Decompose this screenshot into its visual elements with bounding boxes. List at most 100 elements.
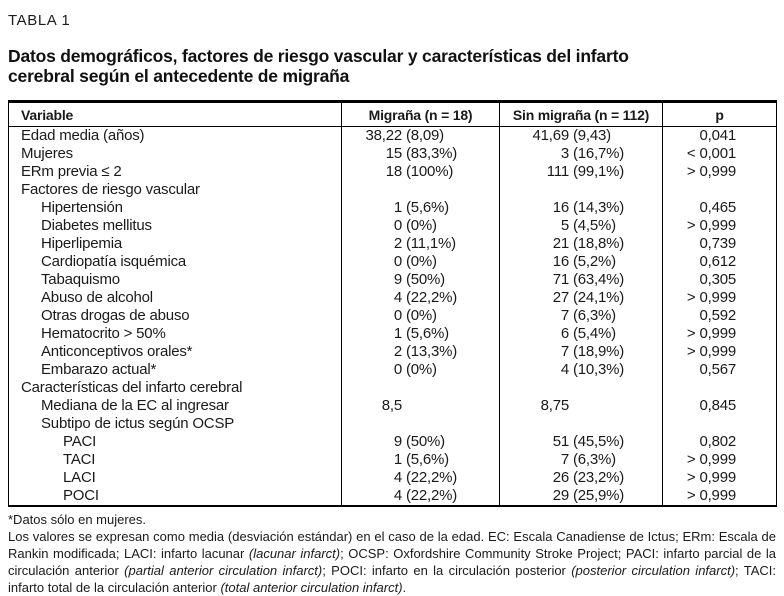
cell-migrana: 15 (83,3%) — [341, 145, 500, 163]
value-number: 9 — [393, 433, 402, 450]
value-wrap: 16 (14,3%) — [501, 199, 663, 217]
cell-migrana: 2 (11,1%) — [341, 235, 500, 253]
cell-migrana: 0 (0%) — [341, 361, 500, 379]
value-wrap: 4 (22,2%) — [343, 487, 500, 505]
value-percent: (24,1%) — [569, 289, 625, 306]
value-percent: (22,2%) — [402, 487, 458, 504]
cell-migrana: 0 (0%) — [341, 307, 500, 325]
cell-migrana: 0 (0%) — [341, 217, 500, 235]
value-wrap: 16 (5,2%) — [501, 253, 663, 271]
cell-sin-migrana: 27 (24,1%) — [499, 289, 663, 307]
value-percent: (23,2%) — [569, 469, 625, 486]
table-row: POCI 4 (22,2%) 29 (25,9%) > 0,999 — [9, 487, 777, 506]
value-number: 29 — [552, 487, 569, 504]
value-number: 0 — [393, 253, 402, 270]
value-percent: (45,5%) — [569, 433, 625, 450]
value-wrap: 1 (5,6%) — [343, 199, 500, 217]
row-label: LACI — [63, 469, 96, 486]
value-number: 1 — [393, 325, 402, 342]
table-row: Hematocrito > 50% 1 (5,6%) 6 (5,4%) > 0,999 — [9, 325, 777, 343]
cell-migrana — [341, 379, 500, 397]
value-percent: (18,8%) — [569, 235, 625, 252]
value-percent: (63,4%) — [569, 271, 625, 288]
row-label: Mediana de la EC al ingresar — [41, 397, 229, 414]
value-percent: (0%) — [402, 217, 437, 234]
value-percent: (8,09) — [402, 127, 444, 144]
cell-p-value — [662, 415, 777, 433]
table-row: Mediana de la EC al ingresar 8,5 8,75 0,845 — [9, 397, 777, 415]
value-wrap: 41,69 (9,43) — [501, 127, 663, 145]
footnote-text: Los valores se expresan como media (desv… — [8, 529, 776, 561]
cell-sin-migrana: 41,69 (9,43) — [499, 126, 663, 145]
value-wrap: 7 (6,3%) — [501, 307, 663, 325]
cell-p-value: > 0,999 — [662, 451, 777, 469]
value-number: 18 — [385, 163, 402, 180]
row-label: POCI — [63, 487, 99, 504]
footnote-text: ; TACI: infarto total de la circulación … — [8, 563, 777, 595]
value-wrap: 27 (24,1%) — [501, 289, 663, 307]
cell-p-value: 0,567 — [662, 361, 777, 379]
value-percent: (14,3%) — [569, 199, 625, 216]
col-header-sin-migrana: Sin migraña (n = 112) — [499, 101, 663, 127]
value-number: 51 — [552, 433, 569, 450]
value-number: 16 — [552, 253, 569, 270]
value-number: 5 — [560, 217, 569, 234]
cell-sin-migrana — [499, 415, 663, 433]
value-number: 111 — [546, 163, 569, 180]
header-row: Variable Migraña (n = 18) Sin migraña (n… — [8, 101, 777, 127]
value-number: 71 — [552, 271, 569, 288]
cell-sin-migrana: 7 (6,3%) — [499, 451, 663, 469]
cell-migrana: 0 (0%) — [341, 253, 500, 271]
value-number: 4 — [560, 361, 569, 378]
table-row: Cardiopatía isquémica 0 (0%) 16 (5,2%) 0,61… — [9, 253, 777, 271]
value-number: 7 — [560, 451, 569, 468]
table-body: Edad media (años) 38,22 (8,09) 41,69 (9,43… — [9, 126, 777, 506]
value-number: 15 — [385, 145, 402, 162]
footnote-latin-term: (partial anterior circulation infarct) — [124, 563, 323, 578]
cell-p-value: > 0,999 — [662, 217, 777, 235]
row-label: Tabaquismo — [41, 271, 120, 288]
cell-migrana: 18 (100%) — [341, 163, 500, 181]
cell-migrana: 8,5 — [341, 397, 500, 415]
value-wrap: 4 (22,2%) — [343, 469, 500, 487]
row-label: Mujeres — [21, 145, 73, 162]
cell-p-value — [662, 181, 777, 199]
col-header-p: p — [662, 101, 777, 127]
value-percent: (83,3%) — [402, 145, 458, 162]
value-number: 1 — [393, 199, 402, 216]
table-title-line1: Datos demográficos, factores de riesgo v… — [8, 46, 629, 66]
value-wrap: 4 (22,2%) — [343, 289, 500, 307]
value-wrap: 6 (5,4%) — [501, 325, 663, 343]
value-number: 41,69 — [532, 127, 569, 144]
cell-migrana: 4 (22,2%) — [341, 469, 500, 487]
value-wrap: 0 (0%) — [343, 253, 500, 271]
cell-p-value: 0,305 — [662, 271, 777, 289]
footnote-latin-term: (posterior circulation infarct) — [571, 563, 736, 578]
value-percent: (5,6%) — [402, 325, 449, 342]
cell-p-value: 0,802 — [662, 433, 777, 451]
value-percent: (13,3%) — [402, 343, 458, 360]
value-number: 8,75 — [540, 397, 570, 414]
row-label: Factores de riesgo vascular — [21, 181, 200, 198]
row-label: Otras drogas de abuso — [41, 307, 190, 324]
table-row: Factores de riesgo vascular — [9, 181, 777, 199]
footnote-text: ; OCSP: Oxfordshire Community Stroke Pro… — [8, 546, 777, 578]
value-number: 7 — [560, 307, 569, 324]
table-row: Abuso de alcohol 4 (22,2%) 27 (24,1%) > 0,9… — [9, 289, 777, 307]
value-number: 3 — [560, 145, 569, 162]
col-header-variable: Variable — [8, 101, 342, 127]
value-number: 8,5 — [381, 397, 402, 414]
value-wrap: 51 (45,5%) — [501, 433, 663, 451]
row-label: PACI — [63, 433, 97, 450]
value-number: 27 — [552, 289, 569, 306]
value-percent: (0%) — [402, 361, 437, 378]
value-number: 6 — [560, 325, 569, 342]
value-wrap: 4 (10,3%) — [501, 361, 663, 379]
value-number: 38,22 — [365, 127, 402, 144]
value-percent: (50%) — [402, 433, 445, 450]
cell-p-value: < 0,001 — [662, 145, 777, 163]
footnotes: *Datos sólo en mujeres. Los valores se e… — [8, 511, 776, 596]
value-percent: (99,1%) — [569, 163, 625, 180]
row-label: Hipertensión — [41, 199, 123, 216]
